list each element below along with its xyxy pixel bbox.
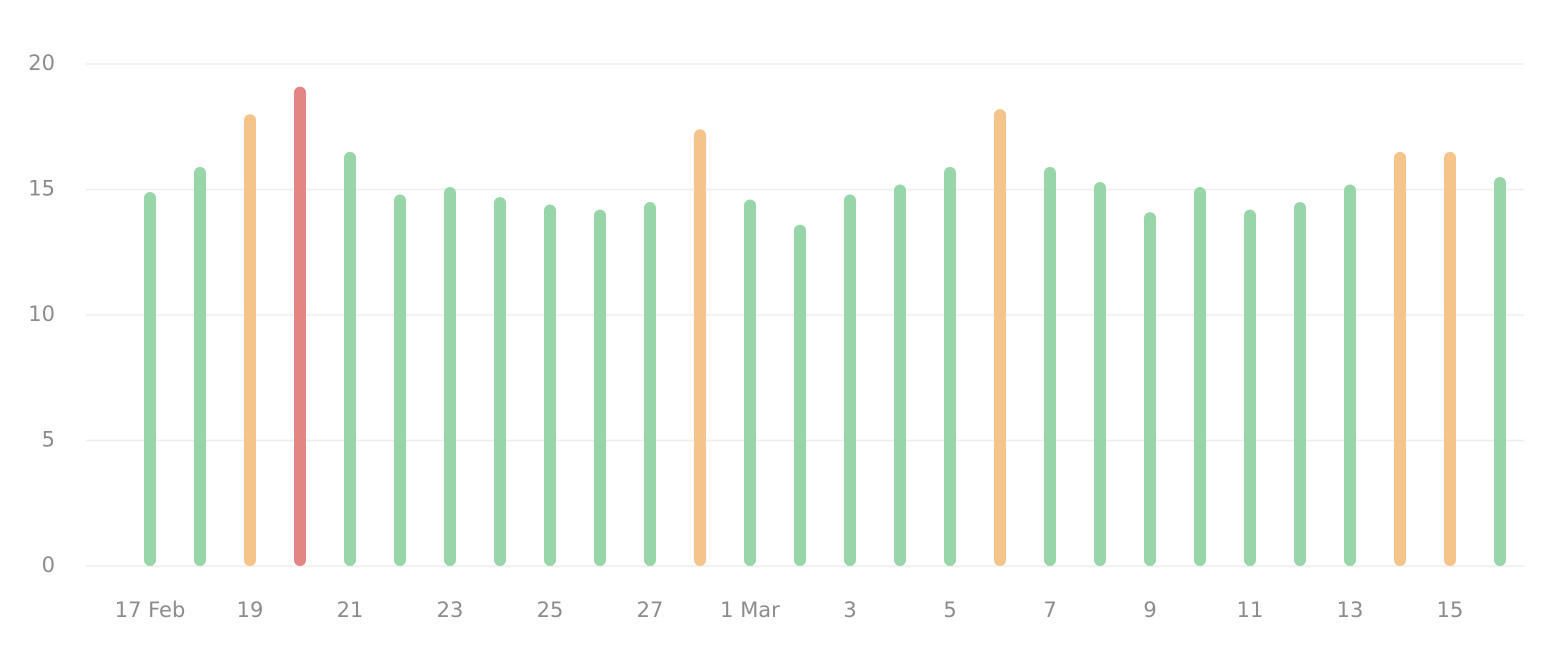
x-tick-label: 9 bbox=[1143, 598, 1156, 622]
bar bbox=[944, 166, 956, 566]
x-tick-label: 7 bbox=[1043, 598, 1056, 622]
x-tick-label: 17 Feb bbox=[115, 598, 186, 622]
x-tick-label: 19 bbox=[237, 598, 264, 622]
bar bbox=[1044, 166, 1056, 566]
bar bbox=[594, 209, 606, 566]
bar bbox=[1344, 184, 1356, 567]
bar bbox=[444, 186, 456, 567]
bar bbox=[1394, 151, 1406, 566]
y-tick-label: 15 bbox=[28, 177, 55, 201]
bar bbox=[344, 151, 356, 566]
bar bbox=[1444, 151, 1456, 566]
bar bbox=[494, 197, 506, 566]
bar bbox=[294, 86, 306, 566]
x-tick-label: 27 bbox=[637, 598, 664, 622]
x-tick-label: 25 bbox=[537, 598, 564, 622]
bar bbox=[894, 184, 906, 567]
y-tick-label: 20 bbox=[28, 51, 55, 75]
y-tick-label: 10 bbox=[28, 302, 55, 326]
y-tick-label: 5 bbox=[42, 428, 55, 452]
bar bbox=[994, 109, 1006, 567]
x-tick-label: 21 bbox=[337, 598, 364, 622]
y-tick-label: 0 bbox=[42, 553, 55, 577]
bar bbox=[1494, 176, 1506, 566]
bar bbox=[644, 202, 656, 567]
x-tick-label: 13 bbox=[1337, 598, 1364, 622]
x-tick-label: 15 bbox=[1437, 598, 1464, 622]
bar bbox=[144, 192, 156, 566]
bar bbox=[194, 166, 206, 566]
bar bbox=[1244, 209, 1256, 566]
bar bbox=[1094, 181, 1106, 566]
x-tick-label: 1 Mar bbox=[720, 598, 780, 622]
bar bbox=[844, 194, 856, 566]
x-tick-label: 5 bbox=[943, 598, 956, 622]
bar bbox=[1294, 202, 1306, 567]
x-tick-label: 11 bbox=[1237, 598, 1264, 622]
x-tick-label: 23 bbox=[437, 598, 464, 622]
bar bbox=[694, 129, 706, 566]
bar bbox=[794, 224, 806, 566]
x-tick-label: 3 bbox=[843, 598, 856, 622]
bar bbox=[244, 114, 256, 566]
bar bbox=[394, 194, 406, 566]
bar bbox=[544, 204, 556, 566]
bar bbox=[1194, 186, 1206, 567]
bar bbox=[1144, 212, 1156, 566]
bar bbox=[744, 199, 756, 567]
